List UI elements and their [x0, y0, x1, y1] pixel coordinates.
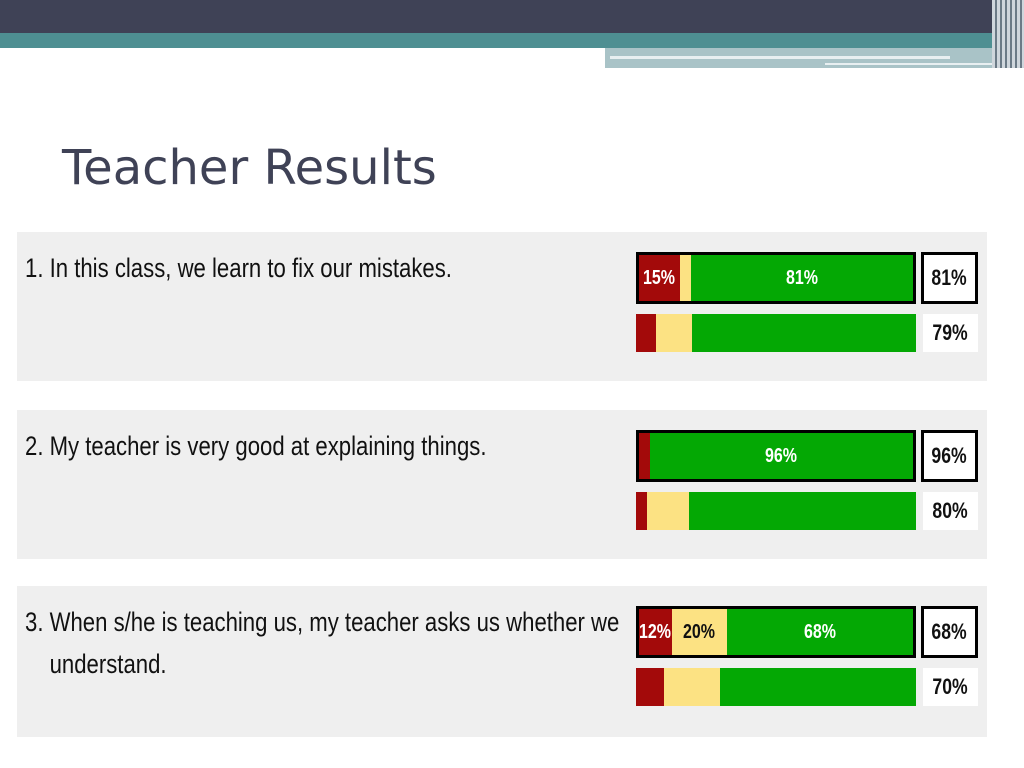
- question-line-text: understand.: [49, 648, 167, 679]
- question-line: 2. My teacher is very good at explaining …: [25, 426, 517, 468]
- question-line-text: When s/he is teaching us, my teacher ask…: [49, 607, 620, 637]
- comparison-score-1: 79%: [923, 314, 978, 352]
- bar-segment-neutral: 20%: [672, 609, 727, 655]
- header-accent-line: [610, 56, 950, 59]
- question-text-2: 2. My teacher is very good at explaining …: [25, 426, 517, 468]
- comparison-score-3: 70%: [923, 668, 978, 706]
- score-value: 81%: [931, 265, 968, 290]
- comparison-score-2: 80%: [923, 492, 978, 530]
- current-bar-2: 96%: [636, 430, 916, 482]
- bar-segment-positive: 68%: [727, 609, 913, 655]
- comparison-bar-2: [636, 492, 916, 530]
- question-line-text: In this class, we learn to fix our mista…: [49, 253, 452, 283]
- data-label: 96%: [765, 444, 798, 467]
- comparison-bar-3: [636, 668, 916, 706]
- bar-segment-negative: 12%: [639, 609, 672, 655]
- bar-segment-negative: [639, 433, 650, 479]
- current-score-1: 81%: [921, 252, 978, 304]
- question-text-3: 3. When s/he is teaching us, my teacher a…: [25, 602, 619, 686]
- bar-segment-positive: [689, 492, 916, 530]
- data-label: 15%: [643, 266, 676, 289]
- header-corner-stripes: [992, 0, 1024, 68]
- bar-segment-neutral: [664, 668, 720, 706]
- bar-segment-positive: [692, 314, 916, 352]
- bar-segment-positive: 81%: [691, 255, 913, 301]
- header-accent-line-short: [825, 63, 1005, 65]
- question-number: 3.: [25, 607, 44, 637]
- comparison-bar-1: [636, 314, 916, 352]
- score-value: 79%: [932, 320, 969, 345]
- question-line: 1. In this class, we learn to fix our mis…: [25, 248, 517, 290]
- current-bar-3: 12% 20% 68%: [636, 606, 916, 658]
- question-panel-1: 1. In this class, we learn to fix our mis…: [17, 232, 987, 381]
- bar-segment-positive: [720, 668, 916, 706]
- header-dark-band: [0, 0, 1024, 33]
- score-value: 80%: [932, 498, 969, 523]
- bar-segment-negative: [636, 492, 647, 530]
- data-label: 12%: [639, 620, 672, 643]
- bar-segment-positive: 96%: [650, 433, 913, 479]
- score-value: 70%: [932, 674, 969, 699]
- question-number: 1.: [25, 253, 44, 283]
- question-panel-3: 3. When s/he is teaching us, my teacher a…: [17, 586, 987, 737]
- bar-segment-neutral: [680, 255, 691, 301]
- question-text-1: 1. In this class, we learn to fix our mis…: [25, 248, 517, 290]
- score-value: 68%: [931, 619, 968, 644]
- bar-segment-negative: [636, 668, 664, 706]
- current-bar-1: 15% 81%: [636, 252, 916, 304]
- score-value: 96%: [931, 443, 968, 468]
- data-label: 81%: [785, 266, 819, 289]
- bar-segment-neutral: [647, 492, 689, 530]
- current-score-2: 96%: [921, 430, 978, 482]
- question-number: 2.: [25, 431, 44, 461]
- data-label: 20%: [683, 620, 716, 643]
- current-score-3: 68%: [921, 606, 978, 658]
- question-line: understand.: [25, 644, 517, 686]
- bar-segment-negative: [636, 314, 656, 352]
- question-panel-2: 2. My teacher is very good at explaining …: [17, 410, 987, 559]
- question-line: 3. When s/he is teaching us, my teacher a…: [25, 602, 619, 644]
- bar-segment-negative: 15%: [639, 255, 680, 301]
- data-label: 68%: [803, 620, 837, 643]
- bar-segment-neutral: [656, 314, 692, 352]
- question-line-text: My teacher is very good at explaining th…: [49, 431, 487, 461]
- slide-title: Teacher Results: [62, 140, 437, 196]
- header-teal-band: [0, 33, 1024, 48]
